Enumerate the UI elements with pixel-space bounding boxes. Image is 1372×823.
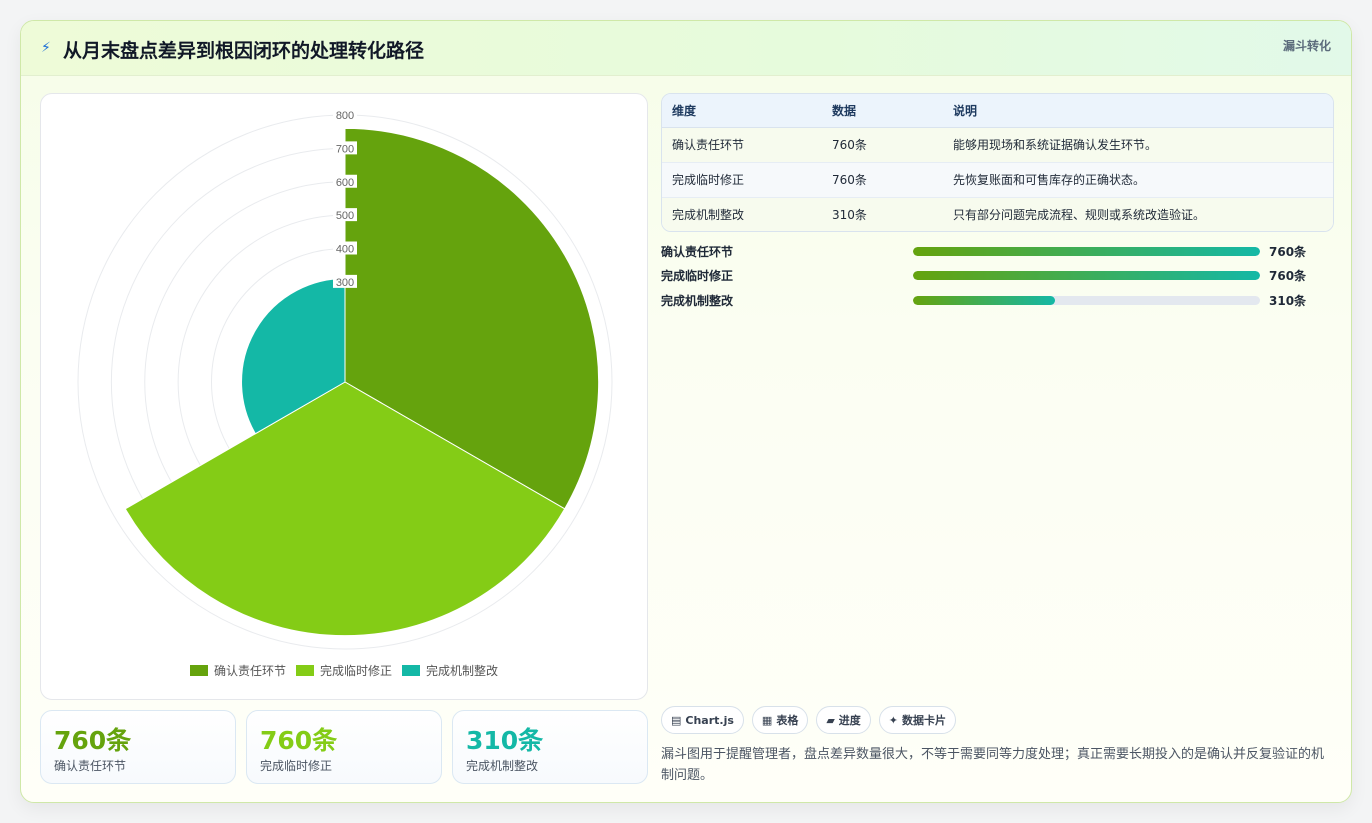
card-icon: ✦ bbox=[888, 713, 899, 727]
progress-track bbox=[913, 271, 1260, 280]
progress-label: 完成临时修正 bbox=[661, 269, 734, 283]
polar-segment[interactable] bbox=[241, 278, 346, 435]
chart-type-tag: 漏斗转化 bbox=[1282, 39, 1331, 53]
legend-item[interactable]: 完成机制整改 bbox=[402, 662, 498, 679]
page-title: 从月末盘点差异到根因闭环的处理转化路径 bbox=[63, 40, 425, 62]
radial-tick-label: 500 bbox=[336, 210, 354, 222]
tick-label-bg bbox=[333, 174, 357, 188]
chip-progress[interactable]: ▰ 进度 bbox=[816, 706, 871, 734]
polar-segment[interactable] bbox=[124, 381, 566, 637]
chart-legend: 确认责任环节 完成临时修正 完成机制整改 bbox=[41, 662, 647, 679]
stat-label: 确认责任环节 bbox=[54, 759, 127, 773]
stat-value: 760条 bbox=[260, 726, 338, 755]
tick-label-bg bbox=[333, 241, 357, 255]
legend-label: 确认责任环节 bbox=[213, 664, 286, 678]
legend-swatch bbox=[402, 665, 420, 676]
feature-chips: ▤ Chart.js ▦ 表格 ▰ 进度 ✦ 数据卡片 bbox=[661, 706, 957, 734]
table-cell: 310条 bbox=[822, 197, 943, 231]
table-icon: ▦ bbox=[761, 713, 773, 727]
legend-item[interactable]: 确认责任环节 bbox=[189, 662, 286, 679]
main-card: ⚡ 从月末盘点差异到根因闭环的处理转化路径 漏斗转化 800 700 600 500 4… bbox=[20, 20, 1352, 803]
tick-label-bg bbox=[333, 108, 357, 121]
progress-value: 310条 bbox=[1269, 294, 1307, 308]
chip-data-card[interactable]: ✦ 数据卡片 bbox=[878, 706, 957, 734]
radial-tick-label: 300 bbox=[336, 277, 354, 289]
progress-track bbox=[913, 296, 1260, 305]
stat-label: 完成机制整改 bbox=[466, 759, 539, 773]
legend-label: 完成机制整改 bbox=[426, 664, 499, 678]
table-cell: 能够用现场和系统证据确认发生环节。 bbox=[943, 127, 1333, 163]
lightning-icon: ⚡ bbox=[41, 40, 51, 56]
tick-label-bg bbox=[333, 141, 357, 155]
progress-row-responsibility: 确认责任环节 760条 bbox=[661, 243, 1334, 259]
progress-fill bbox=[913, 247, 1260, 256]
legend-swatch bbox=[295, 665, 314, 676]
table-cell: 确认责任环节 bbox=[662, 127, 822, 163]
progress-row-temp-fix: 完成临时修正 760条 bbox=[661, 267, 1334, 283]
column-header: 维度 bbox=[662, 94, 822, 128]
header-bar: ⚡ 从月末盘点差异到根因闭环的处理转化路径 漏斗转化 bbox=[21, 21, 1351, 76]
table-header-row: 维度 数据 说明 bbox=[662, 94, 1333, 128]
radial-tick-label: 400 bbox=[336, 244, 354, 256]
chart-panel: 800 700 600 500 400 300 确认责任环节 完成临时修正 完成机制整改 bbox=[40, 93, 648, 700]
progress-value: 760条 bbox=[1269, 245, 1307, 259]
progress-row-mechanism: 完成机制整改 310条 bbox=[661, 292, 1334, 308]
progress-icon: ▰ bbox=[826, 713, 835, 727]
progress-label: 确认责任环节 bbox=[661, 245, 734, 259]
chip-chartjs[interactable]: ▤ Chart.js bbox=[661, 706, 744, 734]
progress-track bbox=[913, 247, 1260, 256]
progress-value: 760条 bbox=[1269, 269, 1307, 283]
table-row: 完成临时修正 760条 先恢复账面和可售库存的正确状态。 bbox=[662, 162, 1333, 198]
progress-fill bbox=[913, 296, 1055, 305]
chart-icon: ▤ bbox=[671, 713, 682, 727]
chip-label: 数据卡片 bbox=[902, 714, 947, 727]
tick-label-bg bbox=[333, 274, 357, 288]
stat-value: 310条 bbox=[466, 726, 544, 755]
radial-tick-label: 700 bbox=[336, 143, 354, 155]
table-cell: 完成机制整改 bbox=[662, 197, 822, 231]
polar-area-chart: 800 700 600 500 400 300 bbox=[77, 108, 613, 650]
legend-label: 完成临时修正 bbox=[319, 664, 392, 678]
data-table: 维度 数据 说明 确认责任环节 760条 能够用现场和系统证据确认发生环节。 完… bbox=[661, 93, 1334, 232]
table-cell: 760条 bbox=[822, 127, 943, 163]
radial-tick-label: 800 bbox=[336, 110, 354, 122]
legend-swatch bbox=[189, 665, 208, 676]
polar-segment[interactable] bbox=[344, 127, 600, 510]
stat-label: 完成临时修正 bbox=[260, 759, 333, 773]
stat-card-temp-fix: 760条 完成临时修正 bbox=[246, 710, 442, 784]
legend-item[interactable]: 完成临时修正 bbox=[295, 662, 392, 679]
stat-card-mechanism: 310条 完成机制整改 bbox=[452, 710, 648, 784]
chip-label: Chart.js bbox=[685, 713, 734, 727]
chart-note: 漏斗图用于提醒管理者，盘点差异数量很大，不等于需要同等力度处理；真正需要长期投入… bbox=[661, 747, 1325, 783]
radial-tick-label: 600 bbox=[336, 177, 354, 189]
tick-label-bg bbox=[333, 208, 357, 222]
table-row: 完成机制整改 310条 只有部分问题完成流程、规则或系统改造验证。 bbox=[662, 197, 1333, 231]
stat-value: 760条 bbox=[54, 726, 132, 755]
chip-table[interactable]: ▦ 表格 bbox=[751, 706, 809, 734]
chip-label: 表格 bbox=[776, 714, 799, 727]
progress-fill bbox=[913, 271, 1260, 280]
column-header: 说明 bbox=[943, 94, 1333, 128]
table-cell: 先恢复账面和可售库存的正确状态。 bbox=[943, 162, 1333, 198]
table-cell: 760条 bbox=[822, 162, 943, 198]
stat-card-responsibility: 760条 确认责任环节 bbox=[40, 710, 236, 784]
table-cell: 只有部分问题完成流程、规则或系统改造验证。 bbox=[943, 197, 1333, 231]
column-header: 数据 bbox=[822, 94, 943, 128]
table-row: 确认责任环节 760条 能够用现场和系统证据确认发生环节。 bbox=[662, 127, 1333, 163]
table-cell: 完成临时修正 bbox=[662, 162, 822, 198]
chip-label: 进度 bbox=[838, 714, 861, 727]
progress-label: 完成机制整改 bbox=[661, 294, 734, 308]
